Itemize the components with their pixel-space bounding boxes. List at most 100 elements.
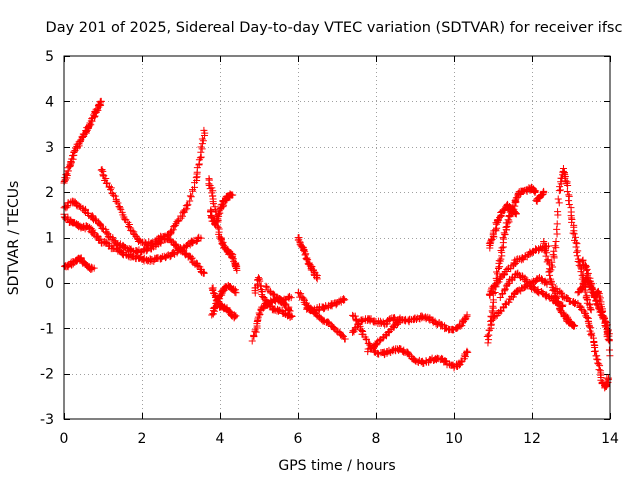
data-point [492, 226, 500, 234]
axis-ticks [64, 56, 611, 420]
data-point [98, 166, 106, 174]
series-track-15 [303, 295, 349, 315]
data-point [586, 323, 594, 331]
data-point [579, 257, 587, 265]
data-point [456, 323, 464, 331]
data-point [583, 314, 591, 322]
data-point [587, 324, 595, 332]
data-point [269, 290, 277, 298]
data-point [114, 199, 122, 207]
data-point [593, 355, 601, 363]
data-point [549, 263, 557, 271]
data-point [221, 284, 229, 292]
data-point [214, 211, 222, 219]
data-point [604, 335, 612, 343]
data-point [483, 333, 491, 341]
data-point [501, 230, 509, 238]
y-tick-label: -3 [40, 412, 54, 428]
data-point [564, 181, 572, 189]
data-point [581, 288, 589, 296]
data-point [587, 306, 595, 314]
data-point [591, 347, 599, 355]
data-point [90, 264, 98, 272]
data-point [577, 268, 585, 276]
data-point [573, 240, 581, 248]
data-point [487, 320, 495, 328]
data-point [147, 240, 155, 248]
data-point [531, 189, 539, 197]
series-track-20 [485, 200, 520, 252]
series-track-1 [60, 97, 105, 187]
data-point [574, 258, 582, 266]
x-tick-label: 2 [138, 431, 147, 447]
data-point [573, 248, 581, 256]
data-point [287, 294, 295, 302]
y-tick-label: 5 [45, 49, 54, 65]
data-point [464, 348, 472, 356]
data-point [256, 310, 264, 318]
data-point [301, 251, 309, 259]
data-point [547, 279, 555, 287]
data-point [366, 344, 374, 352]
data-point [596, 362, 604, 370]
series-track-24 [532, 187, 548, 205]
data-point [362, 336, 370, 344]
data-point [184, 201, 192, 209]
data-point [262, 282, 270, 290]
data-point [212, 221, 220, 229]
data-point [540, 188, 548, 196]
data-point [107, 184, 115, 192]
data-point [208, 189, 216, 197]
series-track-2 [60, 210, 205, 266]
data-point [551, 242, 559, 250]
data-point [497, 255, 505, 263]
data-point [232, 312, 240, 320]
data-point [198, 135, 206, 143]
data-point [125, 223, 133, 231]
data-point [595, 366, 603, 374]
data-point [111, 237, 119, 245]
series-track-22 [489, 273, 551, 323]
series-track-16 [349, 311, 472, 372]
data-point [376, 337, 384, 345]
data-markers [60, 97, 614, 392]
data-point [569, 229, 577, 237]
data-point [286, 292, 294, 300]
data-point [600, 315, 608, 323]
data-point [555, 199, 563, 207]
series-track-12 [262, 282, 295, 305]
data-point [208, 311, 216, 319]
data-point [549, 251, 557, 259]
data-point [168, 227, 176, 235]
data-point [187, 193, 195, 201]
data-point [582, 266, 590, 274]
data-point [605, 336, 613, 344]
data-point [171, 222, 179, 230]
data-point [563, 187, 571, 195]
data-point [315, 306, 323, 314]
data-point [313, 273, 321, 281]
data-point [97, 97, 105, 105]
data-point [211, 221, 219, 229]
data-point [127, 226, 135, 234]
data-point [284, 293, 292, 301]
data-point [288, 312, 296, 320]
data-point [341, 335, 349, 343]
data-point [570, 230, 578, 238]
grid [64, 56, 610, 419]
data-point [313, 275, 321, 283]
data-point [496, 294, 504, 302]
y-tick-label: 0 [45, 276, 54, 292]
data-point [545, 268, 553, 276]
data-point [541, 247, 549, 255]
data-point [544, 257, 552, 265]
data-point [120, 215, 128, 223]
data-point [200, 126, 208, 134]
series-track-10 [248, 294, 294, 345]
data-point [181, 206, 189, 214]
data-point [229, 191, 237, 199]
data-point [304, 256, 312, 264]
data-point [463, 311, 471, 319]
series-track-13 [294, 234, 321, 283]
